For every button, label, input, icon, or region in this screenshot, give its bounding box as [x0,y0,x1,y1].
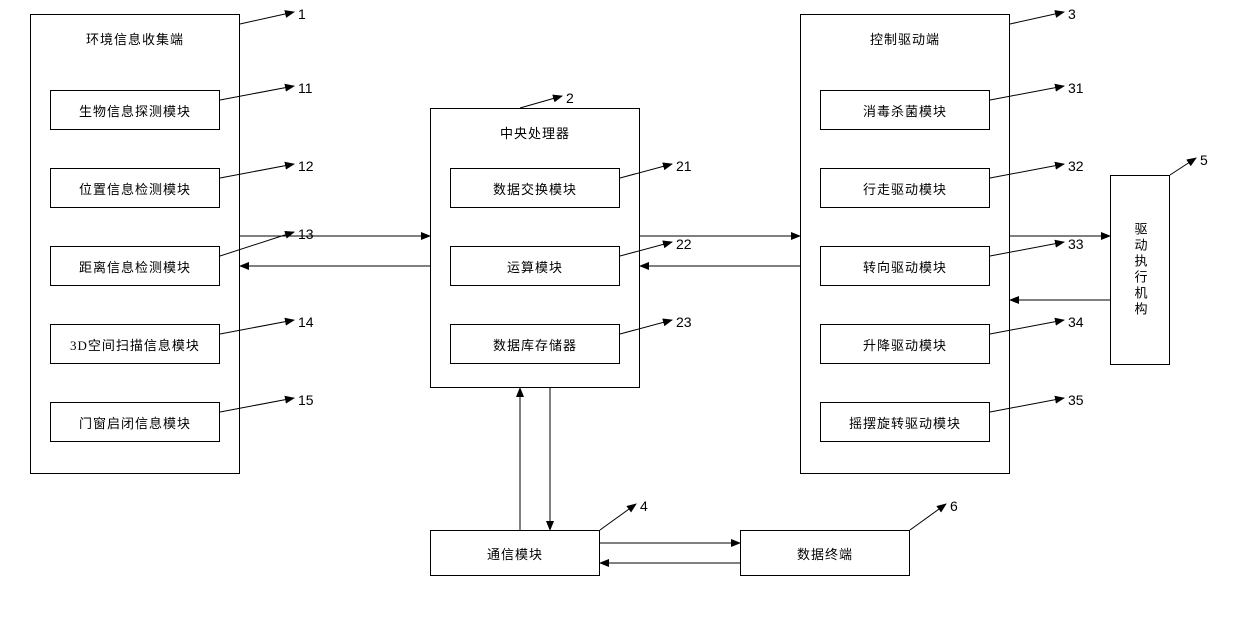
label-33: 33 [1068,236,1084,252]
label-14: 14 [298,314,314,330]
label-32: 32 [1068,158,1084,174]
m15-label: 门窗启闭信息模块 [79,413,191,432]
m32-label: 行走驱动模块 [863,179,947,198]
exec-module: 驱动执行机构 [1110,175,1170,365]
module-34: 升降驱动模块 [820,324,990,364]
label-31: 31 [1068,80,1084,96]
label-12: 12 [298,158,314,174]
module-21: 数据交换模块 [450,168,620,208]
m13-label: 距离信息检测模块 [79,257,191,276]
label-11: 11 [298,80,313,96]
label-21: 21 [676,158,692,174]
col1-title: 环境信息收集端 [31,29,239,48]
comm-label: 通信模块 [487,544,543,563]
module-11: 生物信息探测模块 [50,90,220,130]
label-6: 6 [950,498,958,514]
label-15: 15 [298,392,314,408]
term-module: 数据终端 [740,530,910,576]
label-5: 5 [1200,152,1208,168]
m14-label: 3D空间扫描信息模块 [70,335,200,354]
module-13: 距离信息检测模块 [50,246,220,286]
module-32: 行走驱动模块 [820,168,990,208]
module-31: 消毒杀菌模块 [820,90,990,130]
module-15: 门窗启闭信息模块 [50,402,220,442]
module-33: 转向驱动模块 [820,246,990,286]
m23-label: 数据库存储器 [493,335,577,354]
label-3: 3 [1068,6,1076,22]
label-4: 4 [640,498,648,514]
m34-label: 升降驱动模块 [863,335,947,354]
label-1: 1 [298,6,306,22]
module-35: 摇摆旋转驱动模块 [820,402,990,442]
m12-label: 位置信息检测模块 [79,179,191,198]
m11-label: 生物信息探测模块 [79,101,191,120]
label-13: 13 [298,226,314,242]
module-23: 数据库存储器 [450,324,620,364]
label-35: 35 [1068,392,1084,408]
m31-label: 消毒杀菌模块 [863,101,947,120]
m35-label: 摇摆旋转驱动模块 [849,413,961,432]
label-2: 2 [566,90,574,106]
exec-label: 驱动执行机构 [1131,222,1150,318]
m22-label: 运算模块 [507,257,563,276]
col3-title: 控制驱动端 [801,29,1009,48]
label-22: 22 [676,236,692,252]
module-14: 3D空间扫描信息模块 [50,324,220,364]
m21-label: 数据交换模块 [493,179,577,198]
module-22: 运算模块 [450,246,620,286]
module-12: 位置信息检测模块 [50,168,220,208]
comm-module: 通信模块 [430,530,600,576]
m33-label: 转向驱动模块 [863,257,947,276]
label-23: 23 [676,314,692,330]
col2-title: 中央处理器 [431,123,639,142]
term-label: 数据终端 [797,544,853,563]
label-34: 34 [1068,314,1084,330]
